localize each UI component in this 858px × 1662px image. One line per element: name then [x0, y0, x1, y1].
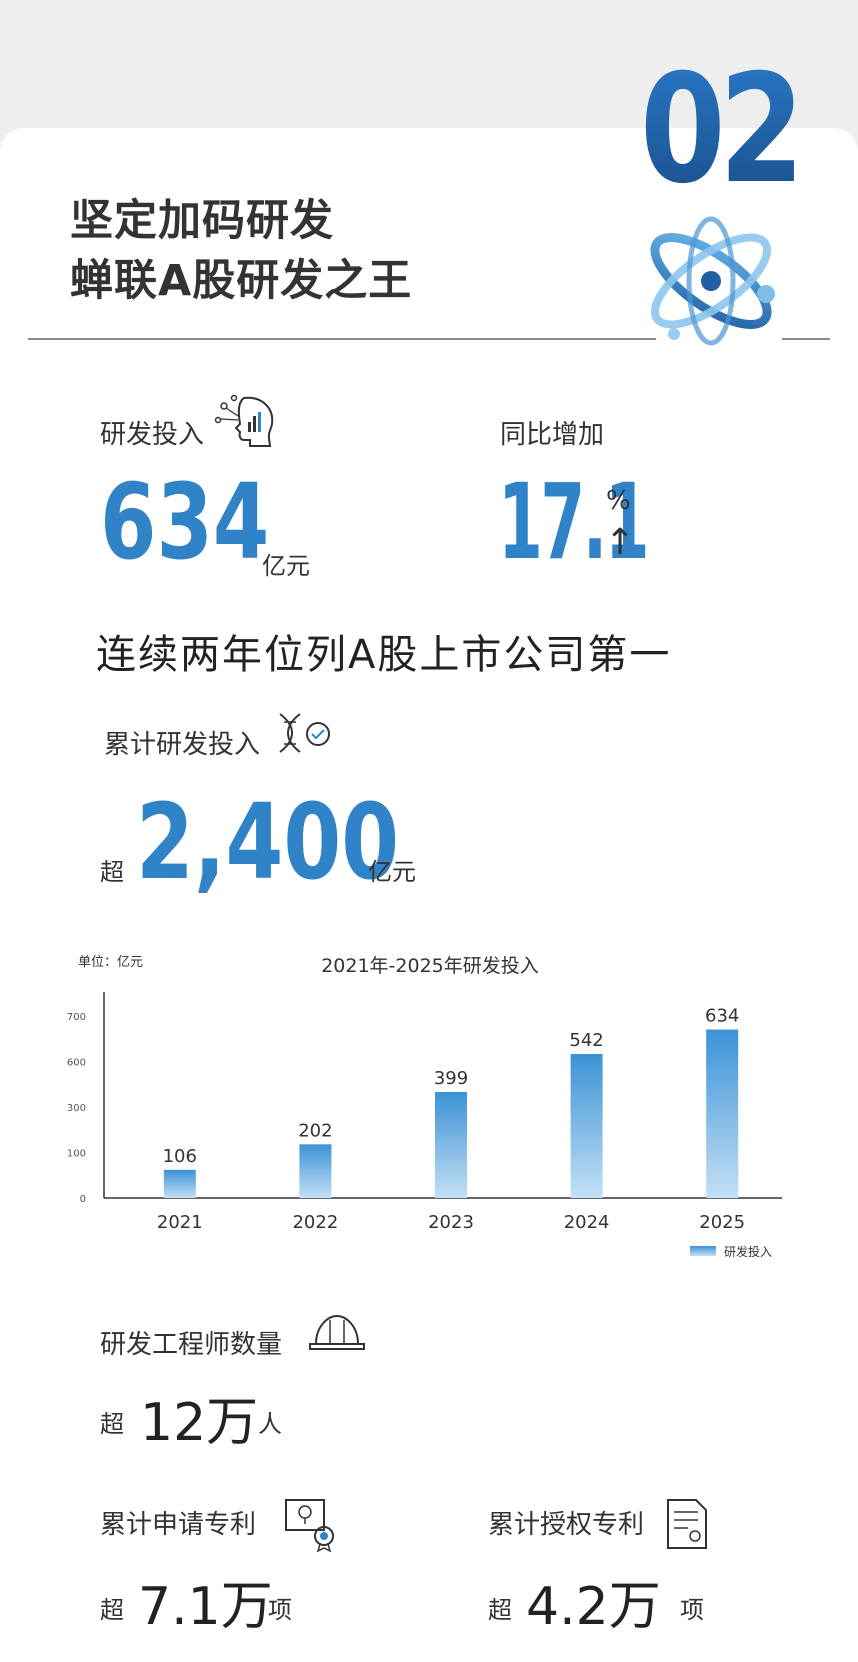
cumulative-unit: 亿元: [368, 858, 416, 886]
bar: [706, 1029, 739, 1198]
bar: [299, 1144, 332, 1198]
yoy-unit: %: [606, 486, 631, 516]
x-tick-label: 2024: [564, 1212, 610, 1233]
y-tick-label: 700: [67, 1012, 86, 1023]
x-tick-label: 2023: [428, 1212, 474, 1233]
patents-granted-label: 累计授权专利: [488, 1510, 645, 1540]
bar-value-label: 542: [569, 1030, 603, 1051]
engineers-value: 12万: [140, 1393, 259, 1453]
x-tick-label: 2022: [292, 1212, 338, 1233]
yoy-value: 17.1: [498, 461, 650, 583]
cumulative-prefix: 超: [100, 858, 124, 886]
cumulative-label: 累计研发投入: [104, 730, 261, 760]
hardhat-icon: [309, 1314, 365, 1350]
y-tick-label: 600: [67, 1058, 86, 1069]
y-tick-label: 300: [67, 1103, 86, 1114]
chart-unit-label: 单位：亿元: [78, 955, 143, 970]
patents-granted-unit: 项: [680, 1596, 704, 1624]
cumulative-value: 2,400: [136, 781, 400, 903]
x-tick-label: 2025: [699, 1212, 745, 1233]
headline: 连续两年位列A股上市公司第一: [96, 632, 672, 678]
patents-applied-prefix: 超: [100, 1596, 124, 1624]
patents-applied-label: 累计申请专利: [100, 1510, 257, 1540]
patent-certificate-icon: [285, 1499, 334, 1552]
divider: [28, 338, 656, 340]
bar-value-label: 634: [705, 1006, 739, 1027]
divider-right: [782, 338, 830, 340]
legend-swatch: [690, 1246, 716, 1256]
patents-applied-unit: 项: [268, 1596, 292, 1624]
engineers-unit: 人: [258, 1410, 282, 1438]
y-tick-label: 100: [67, 1149, 86, 1160]
patents-granted-value: 4.2万: [526, 1577, 661, 1637]
rd-investment-label: 研发投入: [100, 420, 205, 450]
dna-check-icon: [279, 713, 330, 753]
bar: [435, 1091, 467, 1198]
legend-label: 研发投入: [724, 1244, 772, 1259]
title-line-1: 坚定加码研发: [70, 196, 334, 246]
bar: [570, 1053, 603, 1198]
bar-value-label: 106: [163, 1146, 197, 1167]
x-tick-label: 2021: [157, 1212, 203, 1233]
document-icon: [667, 1499, 707, 1549]
up-arrow-icon: ↑: [605, 522, 636, 563]
y-tick-label: 0: [80, 1194, 86, 1205]
section-number: 02: [640, 43, 805, 217]
content-card: [0, 128, 858, 1662]
yoy-label: 同比增加: [500, 420, 605, 450]
rd-investment-value: 634: [100, 461, 270, 583]
rd-investment-unit: 亿元: [262, 552, 310, 580]
bar-chart: 单位：亿元 2021年-2025年研发投入 106 2021 202 2022 399 2…: [67, 955, 782, 1259]
engineers-prefix: 超: [100, 1410, 124, 1438]
patents-granted-prefix: 超: [488, 1596, 512, 1624]
patents-applied-value: 7.1万: [138, 1577, 273, 1637]
engineers-label: 研发工程师数量: [100, 1330, 283, 1360]
chart-title: 2021年-2025年研发投入: [321, 955, 539, 977]
atom-icon: [650, 216, 775, 346]
ai-head-icon: [214, 394, 274, 447]
bar: [163, 1169, 196, 1198]
bar-value-label: 202: [298, 1120, 332, 1141]
title-line-2: 蝉联A股研发之王: [70, 256, 413, 306]
bar-value-label: 399: [434, 1068, 468, 1089]
